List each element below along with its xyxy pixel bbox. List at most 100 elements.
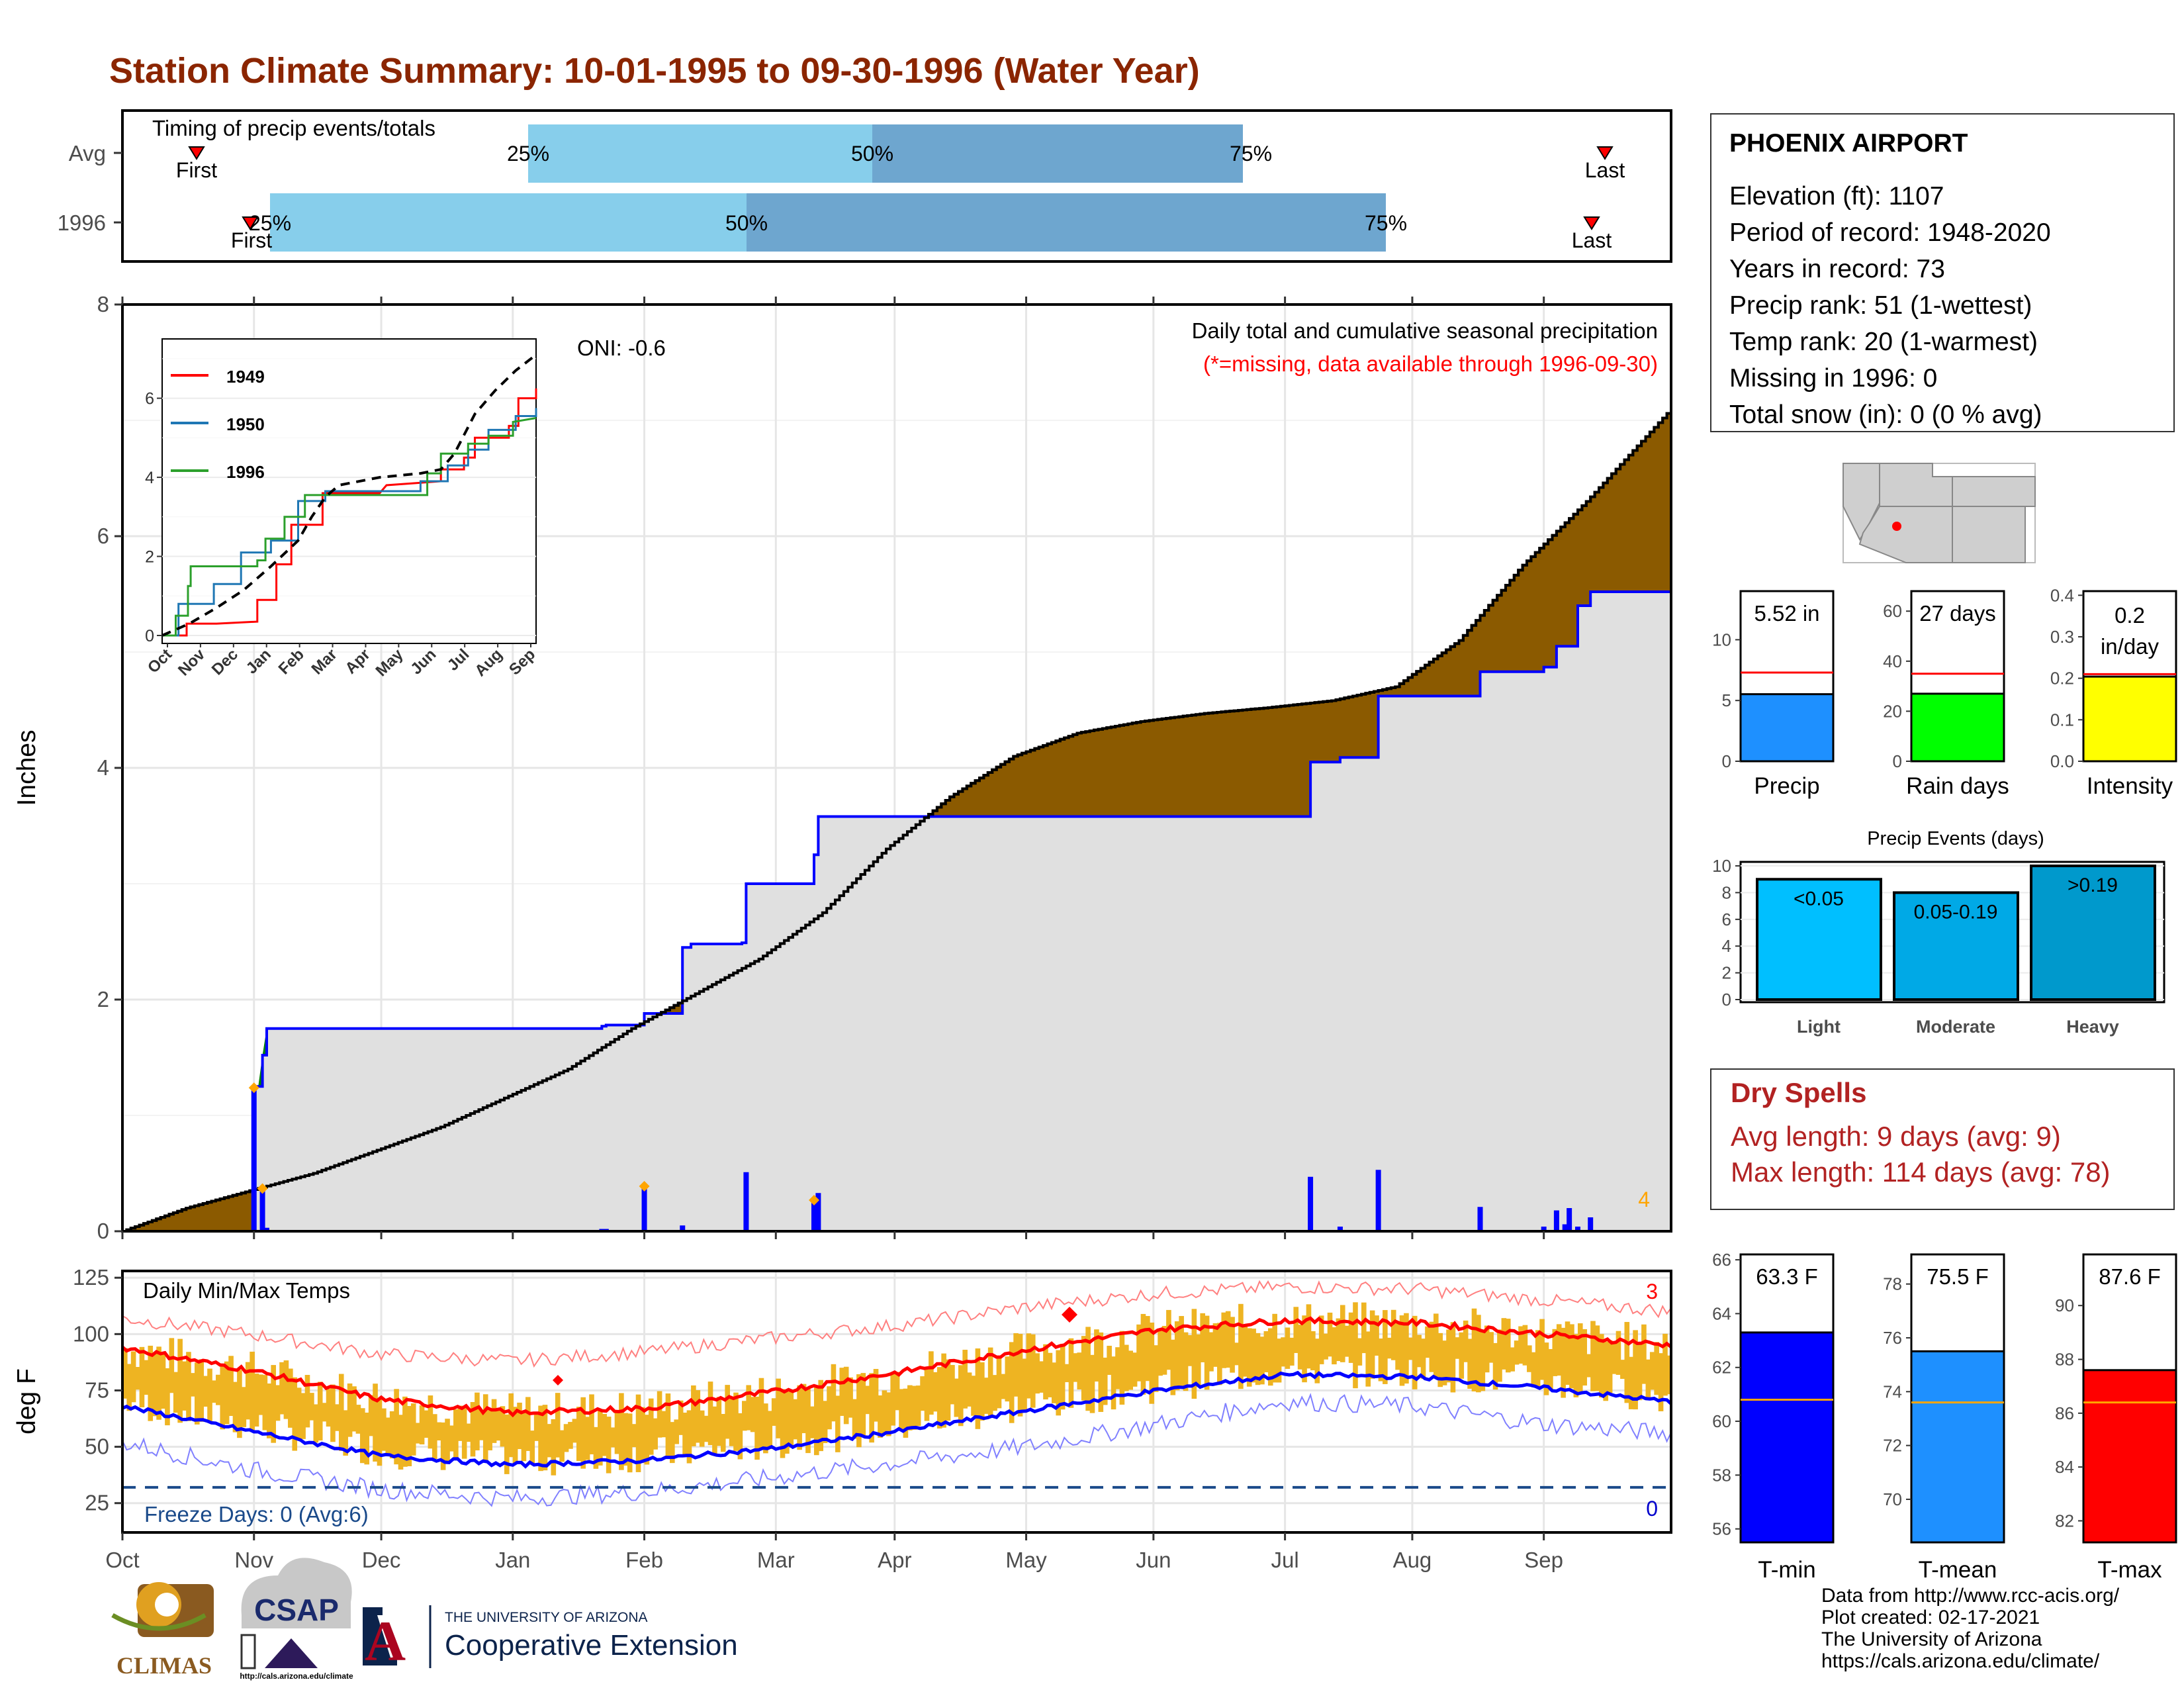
temp-summary-value-label: 75.5 F [1927, 1264, 1989, 1289]
temp-range-bar [958, 1365, 964, 1427]
ua-letter: A [365, 1609, 406, 1673]
station-elevation: Elevation (ft): 1107 [1729, 182, 1944, 211]
temp-range-bar [1166, 1309, 1171, 1370]
temp-range-bar [1531, 1352, 1537, 1387]
temp-range-bar [343, 1410, 348, 1456]
temp-range-bar [237, 1370, 242, 1438]
temp-range-bar [440, 1422, 446, 1470]
temp-range-bar [428, 1395, 433, 1449]
temp-range-bar [1387, 1337, 1392, 1359]
y1996-p75-label: 75% [1365, 211, 1407, 235]
temp-range-bar [1535, 1330, 1541, 1388]
inset-line-1949 [162, 388, 537, 637]
credit-line: The University of Arizona [1821, 1628, 2042, 1650]
temp-range-bar [478, 1411, 484, 1440]
temp-range-bar [1527, 1345, 1532, 1372]
temp-summary-y-tick-label: 76 [1883, 1328, 1902, 1348]
events-bar-moderate [1893, 891, 2019, 1002]
temp-range-bar [1612, 1341, 1617, 1374]
avg-p25-label: 25% [507, 142, 549, 165]
events-y-axis: 0 2 4 6 8 10 [1712, 856, 1741, 1009]
y1996-first-label: First [231, 228, 272, 252]
temp-range-bar [686, 1410, 692, 1464]
temp-range-bar [635, 1394, 641, 1472]
summary-y-tick-label: 60 [1883, 601, 1902, 621]
observed-cumulative-area [122, 592, 1671, 1231]
dry-spells-title: Dry Spells [1731, 1077, 1866, 1108]
temp-summary-y-tick-label: 84 [2055, 1457, 2074, 1477]
ua-bottom-text: Cooperative Extension [445, 1629, 738, 1662]
temp-range-bar [797, 1385, 802, 1450]
temp-range-bar [517, 1402, 522, 1450]
temp-range-bar [504, 1414, 510, 1474]
temp-range-bar [338, 1374, 344, 1451]
temp-range-bar [1060, 1344, 1066, 1410]
temp-range-bar [962, 1350, 968, 1409]
temp-range-bar [788, 1389, 794, 1448]
temp-range-bar [936, 1367, 942, 1429]
temp-range-bar [551, 1419, 557, 1476]
temp-range-bar [1009, 1342, 1015, 1423]
temp-range-bar [1429, 1321, 1435, 1372]
inset-series-lines [161, 353, 537, 637]
temp-range-bar [406, 1405, 412, 1466]
summary-y-tick-label: 40 [1883, 651, 1902, 671]
summary-y-tick-label: 0.0 [2050, 751, 2074, 771]
month-label: Aug [1393, 1548, 1432, 1572]
extreme-event-point [808, 1195, 819, 1205]
temp-range-bar [266, 1383, 272, 1438]
temp-range-bar [449, 1425, 455, 1452]
temp-range-bar [1374, 1315, 1379, 1356]
temp-range-bar [538, 1405, 543, 1472]
temp-range-bar [1068, 1338, 1074, 1408]
temp-range-bar [381, 1408, 387, 1451]
temp-range-bar [1501, 1318, 1507, 1370]
extreme-event-point [639, 1181, 650, 1192]
temp-range-bar [1459, 1332, 1465, 1379]
csap-url: http://cals.arizona.edu/climate [240, 1671, 353, 1681]
summary-bar-precip: 5.52 in 0 5 10 Precip [1712, 590, 1835, 799]
temp-range-bar [1251, 1329, 1256, 1383]
temp-range-bar [1369, 1310, 1375, 1379]
daily-precip-bar [1553, 1210, 1559, 1231]
temp-range-bar [950, 1365, 955, 1405]
station-missing: Missing in 1996: 0 [1729, 364, 1938, 393]
events-bar-light [1756, 878, 1882, 1002]
temp-range-bar [1404, 1313, 1409, 1384]
y1996-25-50-bar [270, 193, 747, 252]
temp-range-bar [1170, 1339, 1176, 1395]
csap-text: CSAP [254, 1593, 339, 1627]
extreme-event-point [248, 1082, 259, 1094]
daily-precip-bar [1588, 1217, 1594, 1231]
inset-y-tick-label: 2 [145, 548, 154, 567]
temp-range-bar [271, 1365, 276, 1443]
avg-max-line [121, 1316, 1672, 1418]
temp-range-bar [1565, 1321, 1570, 1385]
temp-y-axis: 25 50 75 100 125 [73, 1265, 122, 1515]
temp-range-bar [1654, 1342, 1659, 1395]
temp-range-bar [1353, 1302, 1358, 1389]
month-label: Sep [1524, 1548, 1563, 1572]
temp-range-bar [491, 1399, 497, 1443]
temp-range-bar [394, 1389, 399, 1465]
temp-range-bar [733, 1392, 739, 1451]
daily-precip-bar [811, 1202, 817, 1231]
temp-range-bar [648, 1398, 654, 1455]
temp-range-bar [1573, 1334, 1579, 1397]
summary-bar-label: Intensity [2087, 773, 2173, 799]
summary-bar-rain-days: 27 days 0 20 40 60 Rain days [1883, 590, 2009, 799]
temp-range-bar [1132, 1352, 1138, 1387]
inset-line-1950 [162, 408, 537, 637]
temp-range-bar [1064, 1364, 1069, 1382]
temp-range-bar [199, 1359, 205, 1422]
temp-range-bar [487, 1410, 492, 1450]
month-label: May [1005, 1548, 1047, 1572]
temp-range-bar [351, 1386, 357, 1432]
y-tick-label: 2 [97, 987, 109, 1011]
events-y-tick-label: 10 [1712, 856, 1731, 876]
temp-range-bar [933, 1372, 938, 1412]
temp-range-bar [1272, 1313, 1277, 1383]
temp-range-bar [954, 1378, 960, 1417]
events-bar-value-label: >0.19 [2068, 874, 2118, 896]
